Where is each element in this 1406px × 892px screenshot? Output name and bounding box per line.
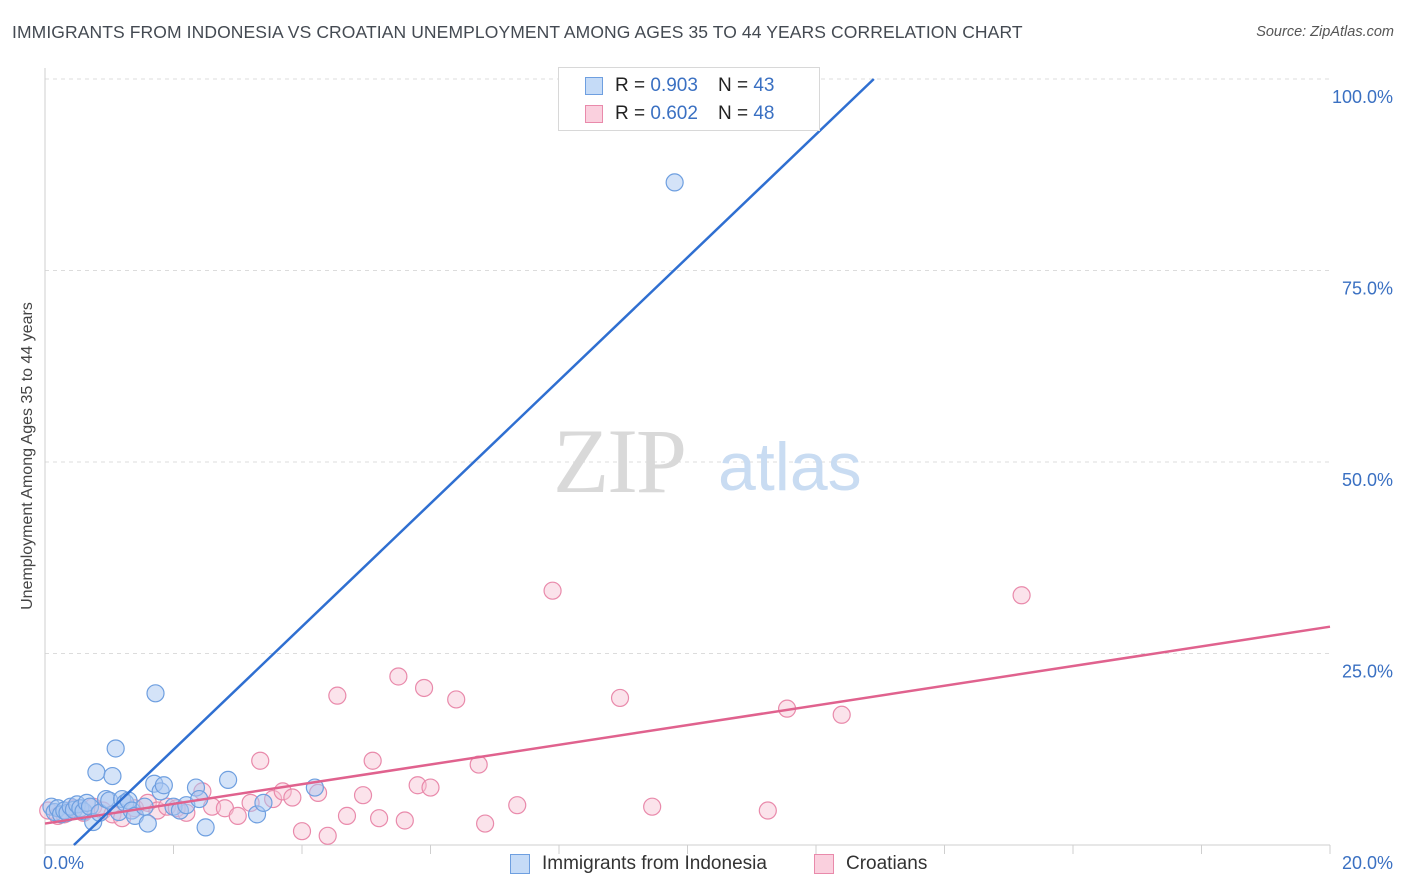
croatians-point — [283, 788, 302, 807]
croatians-point — [832, 705, 851, 724]
legend-row-indonesia: R = 0.903 N = 43 — [585, 72, 774, 100]
legend-n-value: 43 — [753, 75, 775, 96]
tick-labels: 25.0% 50.0% 75.0% 100.0% 0.0% 20.0% — [43, 87, 1393, 873]
croatians-point — [643, 797, 662, 816]
gridlines — [45, 78, 1330, 654]
croatians-point — [543, 581, 562, 600]
croatians-point — [476, 814, 495, 833]
indonesia-point — [103, 766, 122, 786]
bottom-legend-croatians: Croatians — [814, 852, 927, 876]
y-tick-label: 100.0% — [1332, 87, 1393, 107]
indonesia-point — [138, 814, 157, 833]
croatians-point — [389, 667, 408, 686]
legend-swatch-croatians — [585, 105, 603, 123]
bottom-legend-indonesia: Immigrants from Indonesia — [510, 852, 767, 876]
watermark-zip: ZIP — [553, 410, 685, 512]
bottom-legend-swatch-croatians — [814, 854, 834, 874]
trend-lines — [44, 78, 1331, 846]
correlation-legend: R = 0.903 N = 43 R = 0.602 N = 48 — [558, 67, 820, 131]
chart-title: IMMIGRANTS FROM INDONESIA VS CROATIAN UN… — [12, 22, 1023, 42]
croatians-point — [328, 686, 347, 705]
legend-swatch-indonesia — [585, 77, 603, 95]
croatians-trend-line — [44, 625, 1331, 825]
indonesia-point — [87, 763, 106, 782]
source-credit: Source: ZipAtlas.com — [1256, 24, 1394, 40]
indonesia-trend-line — [73, 78, 875, 846]
indonesia-point — [219, 770, 238, 789]
indonesia-point — [254, 793, 273, 812]
legend-r-value: 0.602 — [650, 103, 698, 124]
legend-n-value: 48 — [753, 103, 775, 124]
croatians-point — [251, 751, 270, 770]
indonesia-point — [196, 818, 215, 837]
legend-n-label: N = — [717, 75, 749, 96]
croatians-point — [337, 806, 357, 825]
indonesia-points — [42, 69, 755, 837]
croatians-point — [758, 801, 777, 820]
croatians-point — [508, 796, 527, 815]
legend-n-label: N = — [717, 103, 749, 124]
croatians-point — [610, 688, 630, 708]
axes — [44, 68, 1331, 854]
legend-r-label: R = — [615, 75, 646, 96]
croatians-point — [395, 811, 414, 830]
y-axis-title: Unemployment Among Ages 35 to 44 years — [19, 302, 36, 610]
croatians-point — [1012, 586, 1031, 605]
x-tick-label: 0.0% — [43, 853, 84, 873]
indonesia-point — [106, 739, 125, 758]
legend-r-label: R = — [615, 103, 646, 124]
watermark-atlas: atlas — [718, 429, 862, 505]
croatians-point — [414, 678, 434, 698]
croatians-point — [318, 826, 337, 845]
croatians-point — [421, 778, 440, 797]
legend-row-croatians: R = 0.602 N = 48 — [585, 100, 774, 128]
croatians-point — [228, 806, 247, 825]
croatians-point — [292, 822, 312, 841]
y-tick-label: 25.0% — [1342, 662, 1393, 682]
croatians-point — [353, 786, 373, 805]
croatians-point — [363, 751, 382, 770]
watermark: ZIP atlas — [553, 410, 862, 512]
legend-r-value: 0.903 — [650, 75, 698, 96]
y-tick-label: 50.0% — [1342, 470, 1393, 490]
indonesia-point — [146, 684, 165, 703]
bottom-legend-label-croatians: Croatians — [846, 853, 928, 874]
x-tick-label: 20.0% — [1342, 853, 1393, 873]
indonesia-point — [154, 776, 173, 795]
bottom-legend-swatch-indonesia — [510, 854, 530, 874]
indonesia-point — [665, 173, 684, 192]
croatians-point — [447, 690, 466, 709]
croatians-point — [370, 809, 389, 828]
y-tick-label: 75.0% — [1342, 279, 1393, 299]
bottom-legend-label-indonesia: Immigrants from Indonesia — [542, 853, 767, 874]
